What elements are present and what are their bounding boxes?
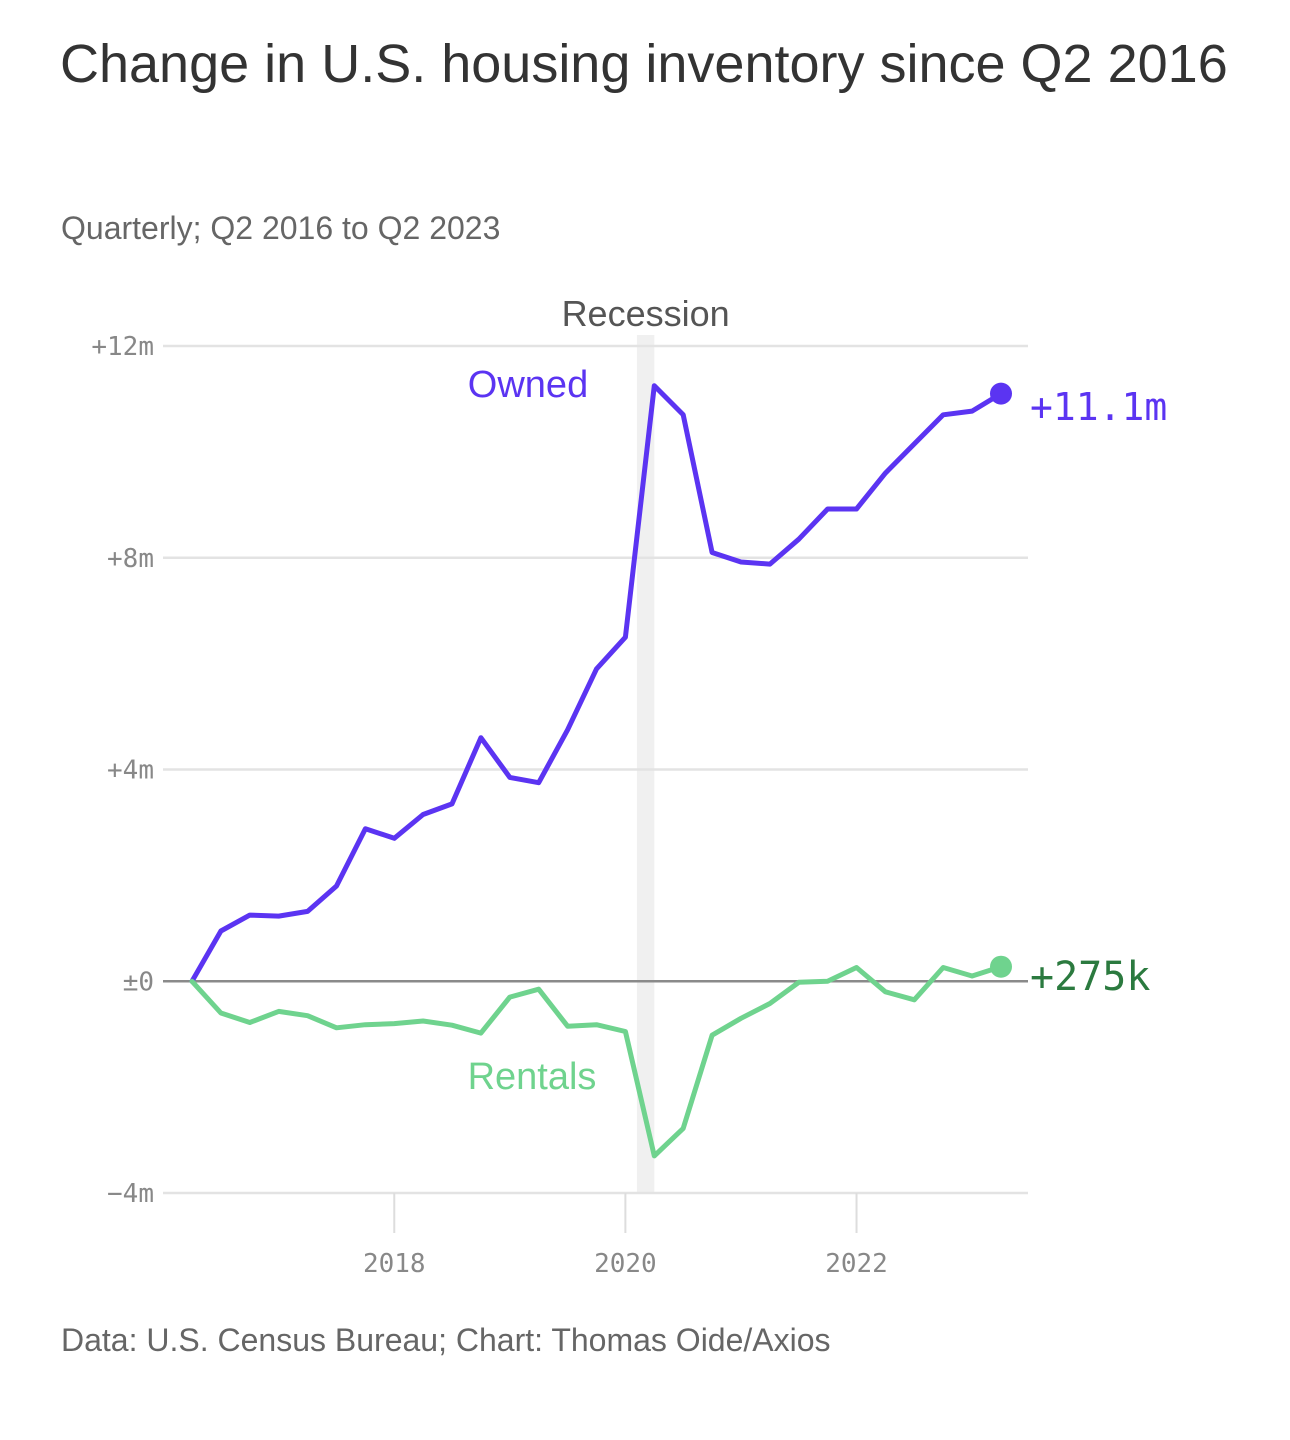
end-value-label-rentals: +275k (1030, 954, 1150, 1000)
x-tick-label: 2018 (363, 1249, 426, 1279)
line-chart: +12m +8m +4m ±0 −4m 2018 2020 2022 Recession Own… (91, 293, 1167, 1279)
recession-band (636, 335, 655, 1193)
series-line-rentals (189, 964, 1004, 1159)
source-note: Data: U.S. Census Bureau; Chart: Thomas … (61, 1322, 831, 1358)
chart-title: Change in U.S. housing inventory since Q… (60, 34, 1228, 94)
end-dot-rentals (990, 955, 1012, 978)
end-value-label-owned: +11.1m (1030, 385, 1167, 429)
recession-label: Recession (562, 293, 730, 334)
series-line-owned (189, 383, 1004, 984)
series-label-rentals: Rentals (468, 1056, 597, 1098)
y-tick-label: +8m (107, 544, 154, 574)
series-label-owned: Owned (468, 364, 588, 406)
y-tick-label: +4m (107, 756, 154, 786)
x-tick-label: 2022 (825, 1249, 888, 1279)
chart-subtitle: Quarterly; Q2 2016 to Q2 2023 (61, 210, 501, 246)
y-tick-label: −4m (107, 1179, 154, 1209)
y-tick-label: +12m (91, 332, 154, 362)
end-dot-owned (990, 382, 1012, 405)
y-tick-label: ±0 (123, 967, 154, 997)
x-tick-label: 2020 (594, 1249, 657, 1279)
